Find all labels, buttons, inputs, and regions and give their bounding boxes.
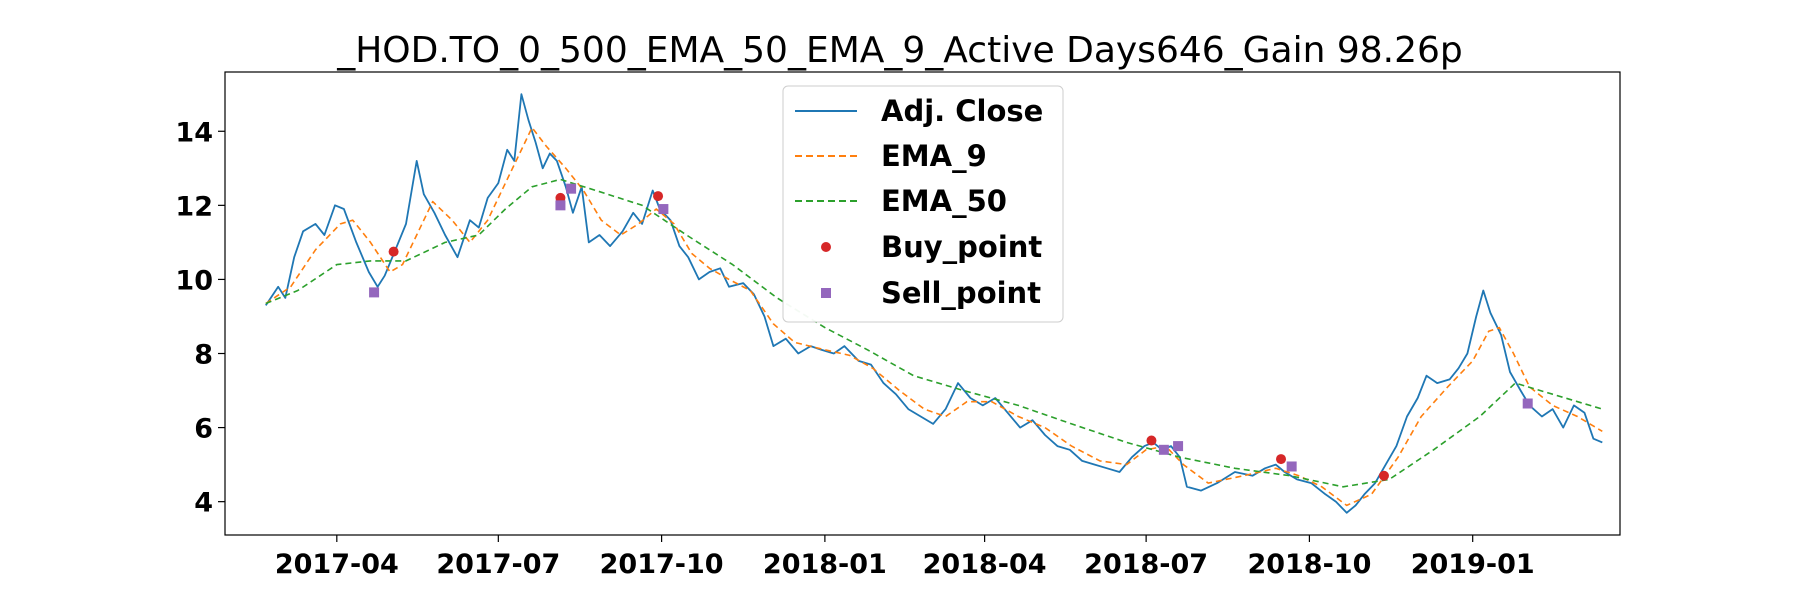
marker-sell-point [566,183,577,194]
x-tick-label: 2019-01 [1411,549,1535,580]
x-tick-label: 2017-04 [275,549,399,580]
y-tick-label: 4 [194,488,213,519]
marker-sell-point [369,287,380,298]
y-tick-label: 10 [175,265,213,296]
marker-sell-point [658,204,669,215]
marker-sell-point [555,200,566,211]
legend-label-ema-50: EMA_50 [881,184,1007,218]
y-tick-label: 12 [175,191,213,222]
x-tick-label: 2018-04 [923,549,1047,580]
x-tick-label: 2018-10 [1247,549,1371,580]
x-tick-label: 2018-01 [763,549,887,580]
legend-box [782,85,1064,323]
marker-sell-point [1173,441,1184,452]
y-tick-label: 14 [175,117,213,148]
marker-layer [369,183,1533,481]
legend: Adj. Close EMA_9 EMA_50 Buy_point Sell_p… [782,85,1064,323]
chart-title: _HOD.TO_0_500_EMA_50_EMA_9_Active Days64… [336,30,1463,71]
legend-label-ema-9: EMA_9 [881,139,987,173]
x-axis: 2017-04 2017-07 2017-10 2018-01 2018-04 2018-… [275,535,1535,580]
marker-buy-point [1276,454,1287,465]
y-tick-label: 6 [194,414,213,445]
legend-label-adj-close: Adj. Close [881,94,1043,128]
legend-swatch-buy-point [821,242,831,252]
marker-buy-point [1146,435,1157,446]
legend-swatch-sell-point [821,288,831,298]
marker-buy-point [653,191,664,202]
y-tick-label: 8 [194,340,213,371]
marker-buy-point [388,246,399,257]
series-line-adj-close [265,93,1603,514]
legend-label-sell-point: Sell_point [881,276,1041,310]
legend-label-buy-point: Buy_point [881,230,1042,264]
x-tick-label: 2017-07 [436,549,560,580]
marker-sell-point [1286,461,1297,472]
x-tick-label: 2018-07 [1084,549,1208,580]
marker-buy-point [1378,470,1389,481]
marker-sell-point [1158,444,1169,455]
marker-sell-point [1522,398,1533,409]
y-axis: 4 6 8 10 12 14 [175,117,225,519]
x-tick-label: 2017-10 [600,549,724,580]
